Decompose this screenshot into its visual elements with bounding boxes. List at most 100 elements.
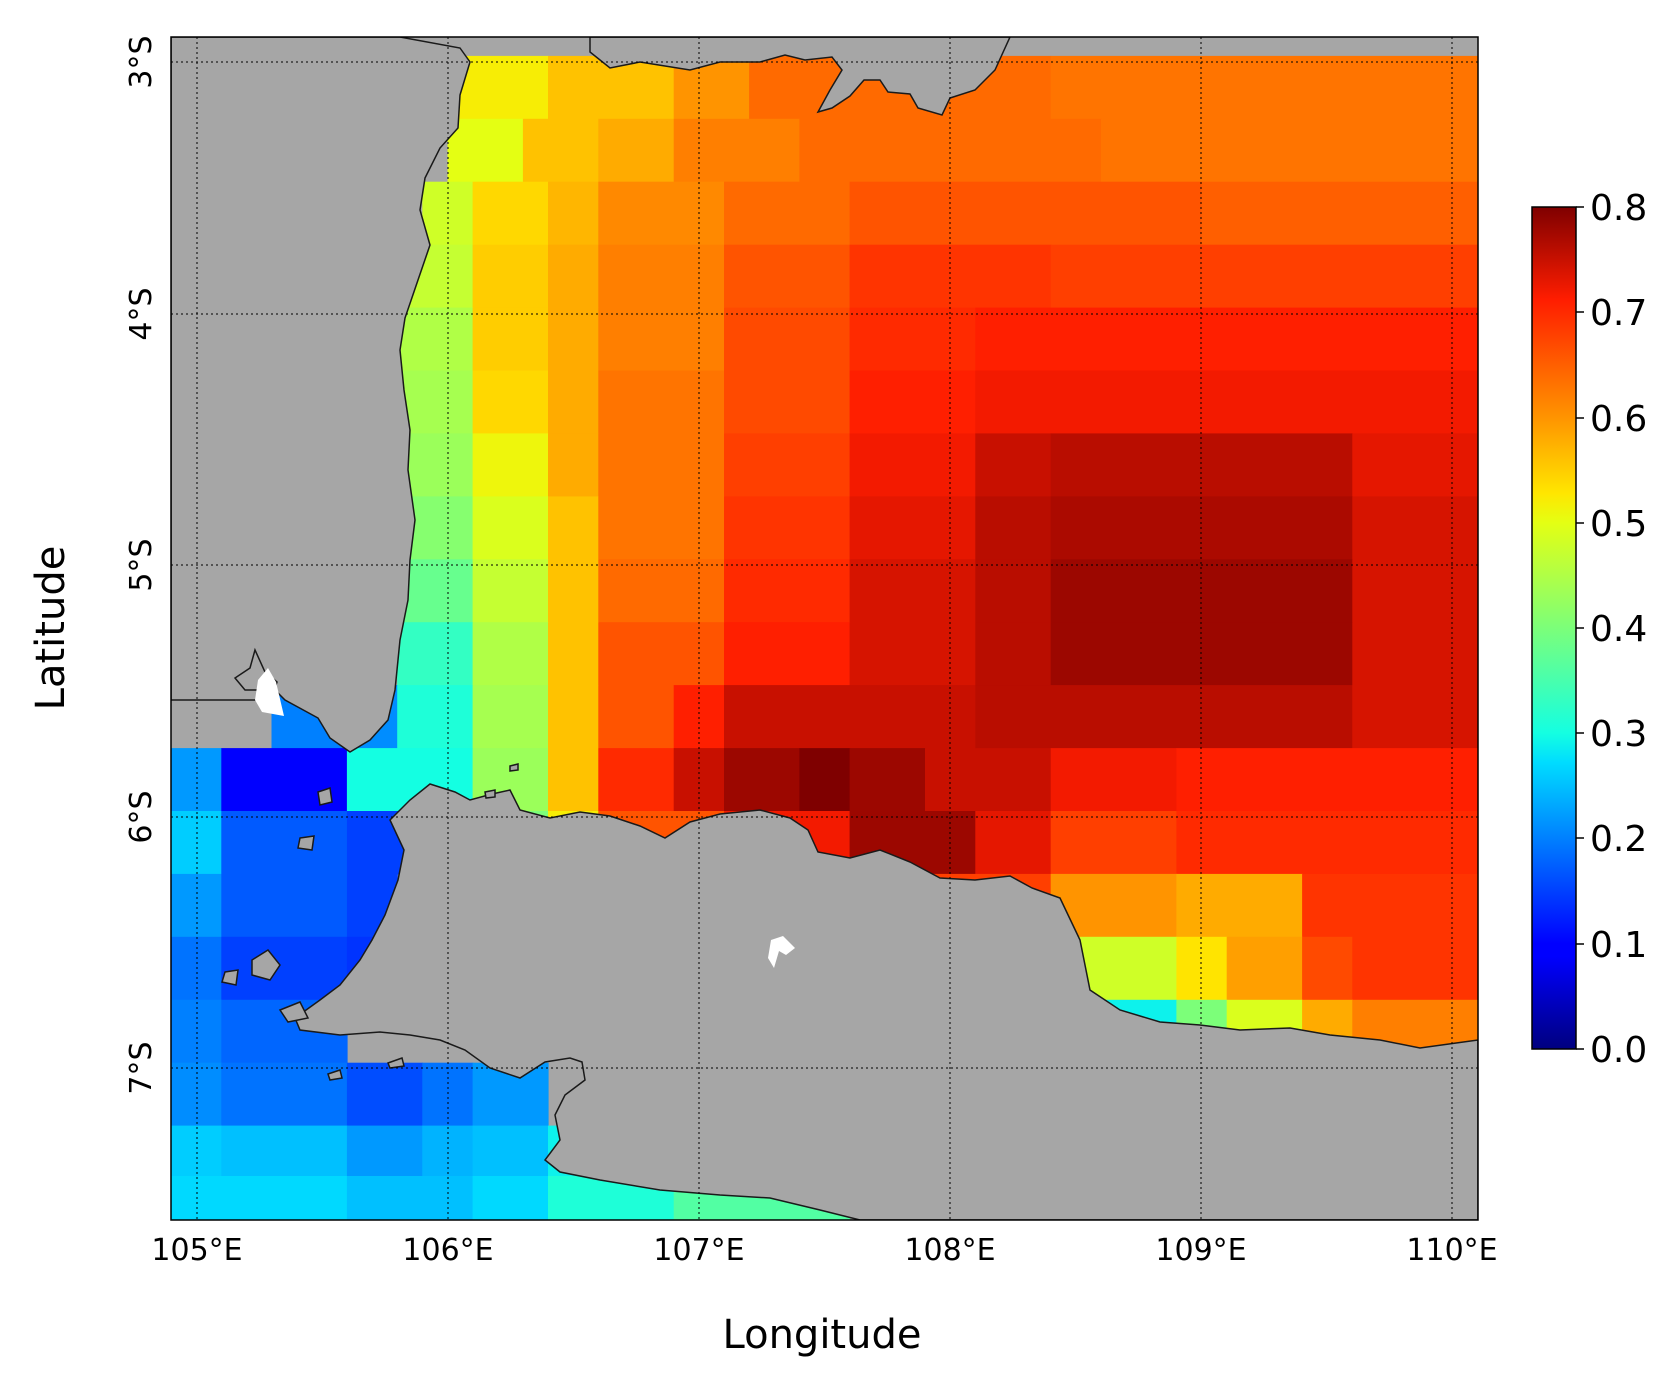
colorbar-tick-label: 0.4	[1590, 609, 1647, 650]
heatmap-cell	[171, 873, 222, 938]
heatmap-cell	[472, 370, 549, 434]
heatmap-cell	[598, 118, 675, 183]
land-island-1	[251, 949, 281, 981]
lon-tick-label: 105°E	[151, 1233, 242, 1268]
heatmap-cell	[598, 433, 725, 497]
colorbar-tick-label: 0.8	[1590, 188, 1647, 229]
heatmap-cell	[724, 622, 851, 686]
heatmap-cell	[1302, 936, 1353, 1001]
heatmap-cell	[724, 559, 851, 623]
land-island-3	[317, 787, 333, 806]
land-masses	[171, 37, 1478, 1220]
heatmap-cell	[171, 811, 222, 875]
heatmap-cell	[1352, 433, 1478, 497]
heatmap-cell	[1176, 811, 1478, 875]
heatmap-cell	[849, 433, 976, 497]
heatmap-cell	[1101, 118, 1478, 183]
land-island-5	[278, 1001, 310, 1023]
heatmap-cell	[548, 559, 599, 623]
heatmap-cell	[397, 370, 474, 434]
heatmap-cell	[925, 748, 1052, 812]
colorbar-tick-label: 0.7	[1590, 293, 1647, 334]
colorbar-tick-label: 0.6	[1590, 399, 1647, 440]
heatmap-cell	[472, 685, 549, 749]
land-sumatra	[171, 37, 471, 753]
heatmap-cell	[221, 936, 348, 1001]
heatmap-cell	[522, 118, 599, 183]
heatmap-cell	[221, 873, 348, 938]
data-cells	[171, 55, 1478, 1220]
heatmap-cell	[1050, 811, 1177, 875]
heatmap-cell	[472, 433, 549, 497]
heatmap-cell	[724, 496, 851, 560]
x-axis-title: Longitude	[723, 1312, 922, 1358]
heatmap-cell	[849, 496, 976, 560]
colorbar-tick-label: 0.1	[1590, 925, 1647, 966]
heatmap-cell	[724, 748, 800, 812]
lat-tick-label: 7°S	[124, 1041, 159, 1094]
heatmap-cell	[1352, 496, 1478, 560]
lon-tick-label: 107°E	[653, 1233, 744, 1268]
lon-tick-label: 110°E	[1406, 1233, 1497, 1268]
heatmap-cell	[1176, 936, 1228, 1001]
heatmap-cell	[975, 811, 1052, 875]
heatmap-cell	[548, 496, 599, 560]
heatmap-cell	[171, 748, 222, 812]
heatmap-cell	[673, 118, 800, 183]
heatmap-cell	[171, 999, 222, 1064]
map-plot-area[interactable]	[170, 36, 1479, 1240]
lon-tick-label: 109°E	[1155, 1233, 1246, 1268]
heatmap-cell	[724, 433, 851, 497]
colorbar-tick-label: 0.0	[1590, 1030, 1647, 1071]
heatmap-cell	[849, 748, 926, 812]
heatmap-cell	[849, 181, 1203, 246]
y-axis-title: Latitude	[28, 546, 74, 711]
heatmap-cell	[221, 1176, 348, 1220]
heatmap-cell	[1050, 496, 1353, 560]
heatmap-cell	[447, 118, 524, 183]
heatmap-cell	[598, 307, 725, 372]
heatmap-cell	[799, 748, 851, 812]
heatmap-cell	[598, 559, 725, 623]
heatmap-cell	[548, 622, 599, 686]
heatmap-cell	[598, 622, 725, 686]
heatmap-cell	[1352, 559, 1478, 623]
lat-tick-labels: 3°S 4°S 5°S 6°S 7°S	[124, 35, 159, 1094]
heatmap-cell	[397, 685, 474, 749]
heatmap-cell	[799, 118, 1102, 183]
heatmap-cell	[975, 370, 1478, 434]
no-data-patch-north	[255, 668, 284, 716]
heatmap-cell	[472, 181, 549, 246]
heatmap-cell	[724, 307, 851, 372]
heatmap-cell	[724, 181, 851, 246]
heatmap-cell	[171, 936, 222, 1001]
land-bangka	[589, 37, 1011, 116]
heatmap-cell	[346, 1176, 474, 1220]
heatmap-cell	[724, 370, 851, 434]
heatmap-cell	[1050, 622, 1353, 686]
heatmap-cell	[1302, 873, 1478, 938]
heatmap-cell	[1050, 433, 1353, 497]
heatmap-cell	[598, 244, 725, 309]
heatmap-cell	[472, 1176, 549, 1220]
land-island-6	[387, 1057, 405, 1069]
lat-tick-label: 3°S	[124, 35, 159, 88]
heatmap-cell	[1226, 936, 1303, 1001]
heatmap-cell	[724, 685, 976, 749]
heatmap-cell	[1176, 873, 1303, 938]
heatmap-cell	[548, 181, 599, 246]
heatmap-cell	[849, 370, 976, 434]
colorbar-tick-label: 0.5	[1590, 504, 1647, 545]
heatmap-cell	[472, 307, 549, 372]
heatmap-cell	[724, 244, 851, 309]
heatmap-cell	[346, 1062, 423, 1127]
heatmap-cell	[548, 748, 599, 812]
heatmap-cell	[975, 496, 1052, 560]
heatmap-cell	[975, 622, 1052, 686]
heatmap-cell	[1352, 936, 1478, 1001]
heatmap-cell	[221, 811, 348, 875]
heatmap-cell	[598, 181, 725, 246]
heatmap-cell	[548, 370, 599, 434]
colorbar-tick-labels: 0.8 0.7 0.6 0.5 0.4 0.3 0.2 0.1 0.0	[1590, 188, 1647, 1071]
